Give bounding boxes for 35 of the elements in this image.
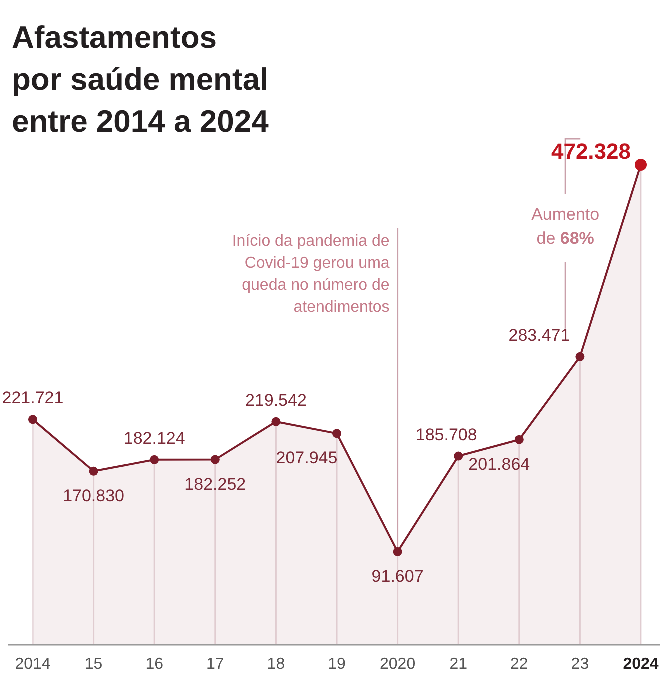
point [150,455,160,464]
annotation: Aumento de 68% [532,204,600,248]
data-label: 472.328 [551,139,631,164]
data-label: 221.721 [2,388,64,408]
data-label: 219.542 [245,390,307,410]
x-tick-label: 2024 [623,656,659,673]
data-label: 182.124 [124,428,186,448]
x-tick-label: 22 [510,656,528,673]
x-tick-label: 16 [146,656,164,673]
data-label: 207.945 [276,448,338,468]
point [514,435,524,444]
x-tick-label: 19 [328,656,346,673]
point [89,466,98,476]
chart-title: Afastamentos por saúde mental entre 2014 a 2024 [12,20,270,139]
x-tick-label: 2014 [15,656,51,673]
point [454,452,464,461]
point [28,415,38,424]
data-label: 182.252 [184,474,246,494]
x-tick-label: 15 [84,656,103,673]
data-label: 91.607 [372,566,424,586]
data-label: 201.864 [468,454,530,474]
data-label: 283.471 [508,326,570,345]
point [332,429,342,438]
data-label: 170.830 [63,486,125,506]
data-label: 185.708 [416,425,478,444]
point [210,455,220,464]
x-tick-label: 2020 [380,656,416,673]
x-tick-label: 17 [206,656,224,673]
x-tick-label: 23 [571,656,590,673]
x-tick-label: 21 [450,656,468,673]
annotation: Início da pandemia de Covid-19 gerou uma queda no número de atendimentos [232,233,390,316]
point [393,547,402,556]
point [272,417,281,426]
x-tick-label: 18 [267,656,286,673]
point [576,352,585,362]
